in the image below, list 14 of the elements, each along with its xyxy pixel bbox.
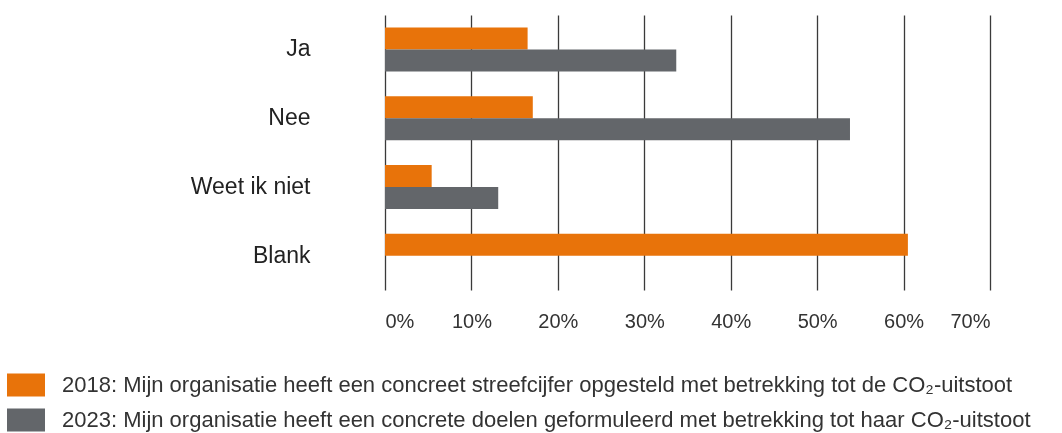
x-tick-label: 70% xyxy=(950,309,991,332)
x-tick-label: 30% xyxy=(624,309,666,332)
y-tick-label: Nee xyxy=(268,104,311,131)
x-tick-label: 40% xyxy=(711,309,752,332)
y-tick-label: Weet ik niet xyxy=(190,172,312,199)
x-tick-label: 50% xyxy=(797,309,838,332)
x-tick-label: 10% xyxy=(451,309,493,332)
legend-label: 2023: Mijn organisatie heeft een concrete doelen geformuleerd met betrekking tot haar CO₂-uitstoot xyxy=(62,407,1031,432)
x-tick-label: 0% xyxy=(385,309,415,332)
y-tick-label: Ja xyxy=(286,35,311,62)
x-tick-label: 60% xyxy=(884,309,925,332)
y-tick-label: Blank xyxy=(252,241,311,268)
x-tick-label: 20% xyxy=(538,309,579,332)
legend-label: 2018: Mijn organisatie heeft een concreet streefcijfer opgesteld met betrekking tot de CO₂-uitstoot xyxy=(62,372,1013,397)
